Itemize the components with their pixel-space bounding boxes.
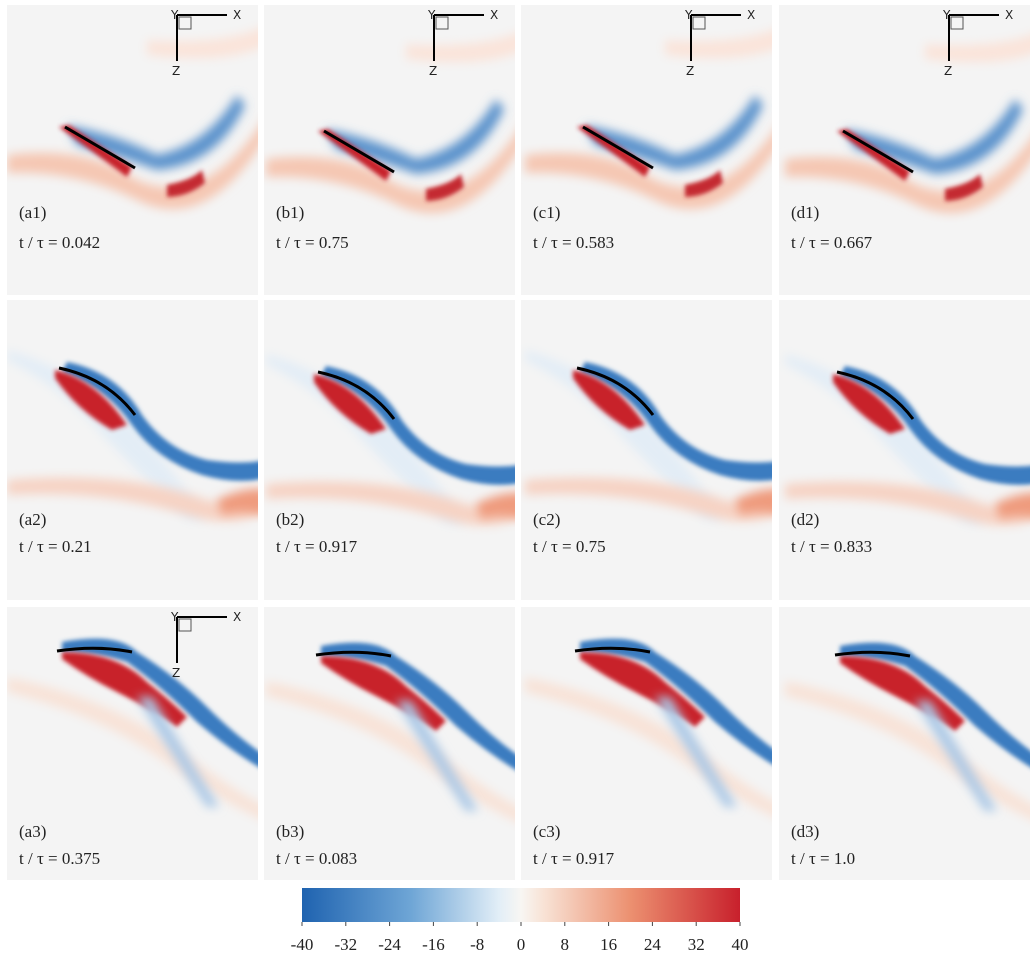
figure: (a1)t / τ = 0.042YXZ(b1)t / τ = 0.75YXZ(…: [0, 0, 1031, 955]
panel-label: (d3): [791, 822, 819, 841]
triad-label: X: [233, 610, 241, 624]
panel: (d2) t / τ = 0.833: [779, 300, 1031, 600]
panel-time: t / τ = 0.667: [791, 233, 873, 252]
panel-label: (b2): [276, 510, 304, 529]
panel-label: (d2): [791, 510, 819, 529]
triad-label: X: [1005, 8, 1013, 22]
panel: (d3) t / τ = 1.0: [779, 607, 1031, 880]
panel-label: (c3): [533, 822, 560, 841]
colorbar-tick-label: -24: [378, 935, 401, 954]
colorbar-tick-label: 16: [600, 935, 617, 954]
panel: (a3) t / τ = 0.375 Y X Z: [7, 607, 267, 880]
panel-time: t / τ = 0.375: [19, 849, 100, 868]
panel-time: t / τ = 0.917: [276, 537, 358, 556]
panel-label: (a3): [19, 822, 46, 841]
panel-time: t / τ = 0.75: [533, 537, 606, 556]
colorbar-tick-label: 32: [688, 935, 705, 954]
panel-label: (b1): [276, 203, 304, 222]
panel: (c1) t / τ = 0.583 Y X Z: [521, 5, 785, 295]
panel-label: (b3): [276, 822, 304, 841]
panel-label: (d1): [791, 203, 819, 222]
panel-time: t / τ = 0.583: [533, 233, 614, 252]
panel-label: (c1): [533, 203, 560, 222]
triad-label: Y: [942, 8, 951, 22]
panel: (b3) t / τ = 0.083: [264, 607, 526, 880]
colorbar-tick-label: 40: [732, 935, 749, 954]
panel-time: t / τ = 1.0: [791, 849, 855, 868]
colorbar: [302, 888, 740, 922]
triad-label: Y: [170, 610, 179, 624]
panel-label: (a1): [19, 203, 46, 222]
panel: (b1) t / τ = 0.75 Y X Z: [264, 5, 526, 295]
colorbar-tick-label: -40: [291, 935, 314, 954]
triad-label: X: [747, 8, 755, 22]
panel-label: (c2): [533, 510, 560, 529]
colorbar-tick-label: -32: [334, 935, 357, 954]
triad-label: Z: [172, 64, 180, 78]
colorbar-tick-label: -8: [470, 935, 484, 954]
triad-label: Y: [684, 8, 693, 22]
triad-label: Y: [427, 8, 436, 22]
panel: (b2) t / τ = 0.917: [264, 300, 526, 600]
colorbar-tick-label: 0: [517, 935, 526, 954]
colorbar-tick-label: -16: [422, 935, 445, 954]
panel-time: t / τ = 0.917: [533, 849, 615, 868]
triad-label: X: [233, 8, 241, 22]
triad-label: Z: [172, 666, 180, 680]
triad-label: Z: [429, 64, 437, 78]
colorbar-tick-label: 8: [561, 935, 570, 954]
colorbar-tick-label: 24: [644, 935, 662, 954]
panel-time: t / τ = 0.75: [276, 233, 349, 252]
panel-time: t / τ = 0.833: [791, 537, 872, 556]
panel-time: t / τ = 0.042: [19, 233, 100, 252]
triad-label: Y: [170, 8, 179, 22]
panel-time: t / τ = 0.083: [276, 849, 357, 868]
panel-time: t / τ = 0.21: [19, 537, 92, 556]
panel: (c3) t / τ = 0.917: [521, 607, 785, 880]
triad-label: Z: [944, 64, 952, 78]
panel: (a2) t / τ = 0.21: [7, 300, 267, 600]
triad-label: X: [490, 8, 498, 22]
panel: (c2) t / τ = 0.75: [521, 300, 785, 600]
triad-label: Z: [686, 64, 694, 78]
panel-label: (a2): [19, 510, 46, 529]
panel: (d1) t / τ = 0.667 Y X Z: [779, 5, 1031, 295]
panel: (a1) t / τ = 0.042 Y X Z: [7, 5, 267, 295]
